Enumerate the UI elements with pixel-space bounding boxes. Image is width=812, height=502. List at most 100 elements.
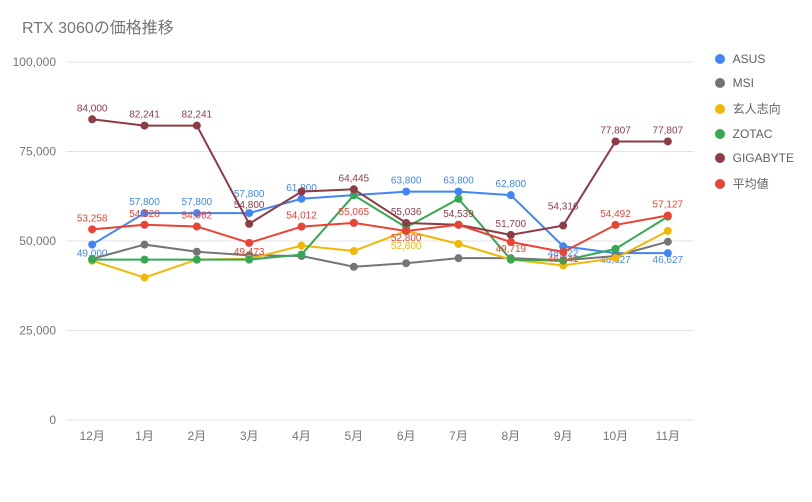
series-line-kurouto	[92, 231, 668, 278]
svg-text:2月: 2月	[187, 429, 206, 443]
legend-dot-icon	[715, 129, 725, 139]
data-point	[141, 221, 149, 229]
data-point	[664, 211, 672, 219]
data-point	[298, 195, 306, 203]
point-label: 54,800	[234, 200, 265, 211]
point-label: 82,241	[182, 110, 213, 121]
point-label: 55,065	[339, 207, 370, 218]
data-point	[88, 241, 96, 249]
point-label: 64,445	[339, 173, 370, 184]
legend-item-gigabyte: GIGABYTE	[715, 151, 794, 165]
svg-text:3月: 3月	[240, 429, 259, 443]
data-point	[612, 254, 620, 262]
point-label: 54,539	[443, 209, 474, 220]
chart-svg: 025,00050,00075,000100,00012月1月2月3月4月5月6…	[60, 44, 700, 464]
plot-area: 025,00050,00075,000100,00012月1月2月3月4月5月6…	[60, 44, 700, 464]
data-point	[350, 185, 358, 193]
legend-dot-icon	[715, 78, 725, 88]
point-label: 54,528	[129, 209, 160, 220]
point-label: 55,036	[391, 207, 422, 218]
svg-text:12月: 12月	[79, 429, 104, 443]
data-point	[193, 122, 201, 130]
series-line-gigabyte	[92, 119, 668, 235]
data-point	[664, 227, 672, 235]
point-label: 63,800	[443, 176, 474, 187]
data-point	[141, 122, 149, 130]
legend-dot-icon	[715, 104, 725, 114]
data-point	[455, 254, 463, 262]
chart-title: RTX 3060の価格推移	[22, 14, 174, 38]
point-label: 46,627	[653, 255, 684, 266]
data-point	[455, 188, 463, 196]
legend-label: ZOTAC	[733, 127, 773, 141]
legend-item-msi: MSI	[715, 76, 794, 90]
legend-label: ASUS	[733, 52, 766, 66]
data-point	[350, 263, 358, 271]
data-point	[612, 221, 620, 229]
data-point	[402, 188, 410, 196]
data-point	[298, 251, 306, 259]
legend-dot-icon	[715, 179, 725, 189]
point-label: 57,800	[234, 189, 265, 200]
point-label: 46,941	[548, 254, 579, 265]
svg-text:50,000: 50,000	[19, 234, 56, 248]
legend-item-avg: 平均値	[715, 175, 794, 192]
data-point	[612, 245, 620, 253]
svg-text:75,000: 75,000	[19, 145, 56, 159]
data-point	[88, 115, 96, 123]
point-label: 62,800	[496, 179, 527, 190]
data-point	[455, 195, 463, 203]
point-label: 77,807	[653, 125, 684, 136]
data-point	[455, 221, 463, 229]
data-point	[141, 256, 149, 264]
legend-item-asus: ASUS	[715, 52, 794, 66]
point-label: 49,719	[496, 244, 527, 255]
svg-text:1月: 1月	[135, 429, 154, 443]
point-label: 57,800	[129, 197, 160, 208]
point-label: 84,000	[77, 103, 108, 114]
point-label: 57,800	[182, 197, 213, 208]
point-label: 57,127	[653, 199, 684, 210]
legend-dot-icon	[715, 153, 725, 163]
svg-text:8月: 8月	[501, 429, 520, 443]
svg-text:10月: 10月	[603, 429, 628, 443]
data-point	[664, 238, 672, 246]
point-label: 54,492	[600, 209, 631, 220]
data-point	[455, 240, 463, 248]
data-point	[507, 191, 515, 199]
svg-text:0: 0	[49, 413, 56, 427]
point-label: 53,258	[77, 213, 108, 224]
svg-text:11月: 11月	[656, 429, 680, 443]
data-point	[298, 242, 306, 250]
data-point	[141, 241, 149, 249]
data-point	[193, 256, 201, 264]
svg-text:7月: 7月	[449, 429, 468, 443]
data-point	[402, 219, 410, 227]
data-point	[350, 247, 358, 255]
data-point	[245, 220, 253, 228]
data-point	[193, 248, 201, 256]
data-point	[507, 231, 515, 239]
point-label: 63,800	[391, 176, 422, 187]
series-line-asus	[92, 192, 668, 253]
data-point	[612, 137, 620, 145]
legend-item-kurouto: 玄人志向	[715, 100, 794, 117]
point-label: 77,807	[600, 125, 631, 136]
point-label: 54,316	[548, 202, 579, 213]
data-point	[193, 222, 201, 230]
legend-label: 平均値	[733, 175, 769, 192]
svg-text:25,000: 25,000	[19, 324, 56, 338]
data-point	[298, 223, 306, 231]
legend-dot-icon	[715, 54, 725, 64]
data-point	[88, 256, 96, 264]
point-label: 54,062	[182, 210, 213, 221]
point-label: 54,012	[286, 211, 317, 222]
svg-text:4月: 4月	[292, 429, 311, 443]
chart-container: RTX 3060の価格推移 ASUS MSI 玄人志向 ZOTAC GIGABYTE 平均…	[0, 0, 812, 502]
point-label: 49,473	[234, 247, 265, 258]
svg-text:5月: 5月	[344, 429, 363, 443]
legend-label: MSI	[733, 76, 754, 90]
data-point	[559, 222, 567, 230]
legend-label: GIGABYTE	[733, 151, 794, 165]
data-point	[245, 239, 253, 247]
